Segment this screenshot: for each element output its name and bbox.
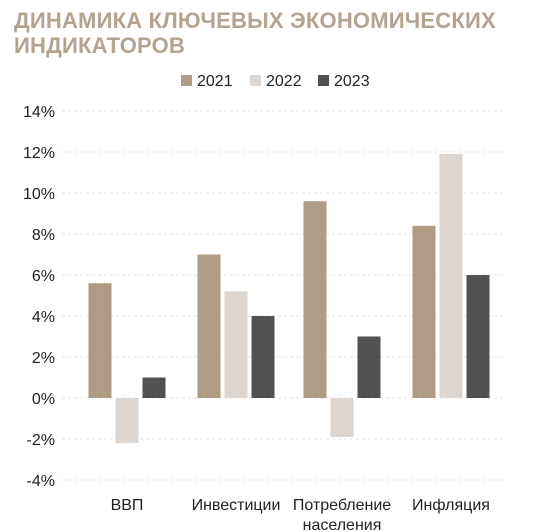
legend-item-2023: 2023: [318, 73, 370, 90]
y-axis-labels: -4% -2% 0% 2% 4% 6% 8% 10% 12% 14%: [23, 104, 55, 490]
bar-2023: [466, 275, 490, 398]
y-tick-label: -2%: [27, 432, 55, 449]
legend-swatch: [318, 75, 329, 86]
legend-label: 2023: [334, 73, 370, 90]
bar-2022: [330, 398, 354, 437]
y-tick-label: 10%: [23, 186, 55, 203]
y-tick-label: 6%: [32, 268, 55, 285]
bar-2022: [115, 398, 139, 444]
x-axis-labels: ВВП Инвестиции Потребление населения Инфляци…: [111, 497, 490, 532]
legend-item-2022: 2022: [250, 73, 302, 90]
x-category-label: Потребление населения: [293, 497, 391, 532]
legend-label: 2022: [266, 73, 302, 90]
bars: [88, 154, 490, 444]
legend-item-2021: 2021: [181, 73, 233, 90]
y-tick-label: 14%: [23, 104, 55, 121]
x-category-label: Инвестиции: [192, 497, 281, 514]
bar-2021: [197, 254, 221, 398]
y-tick-label: 2%: [32, 350, 55, 367]
bar-2021: [303, 201, 327, 398]
bar-2022: [224, 291, 248, 398]
bar-2023: [357, 336, 381, 398]
chart-title: ДИНАМИКА КЛЮЧЕВЫХ ЭКОНОМИЧЕСКИХ ИНДИКАТО…: [14, 8, 496, 58]
bar-2023: [251, 316, 275, 398]
y-tick-label: 4%: [32, 309, 55, 326]
bar-2021: [88, 283, 112, 398]
x-category-label: ВВП: [111, 497, 144, 514]
y-tick-label: 0%: [32, 391, 55, 408]
bar-2021: [412, 225, 436, 398]
y-tick-label: -4%: [27, 473, 55, 490]
legend-label: 2021: [197, 73, 233, 90]
bar-2022: [439, 154, 463, 398]
legend-swatch: [181, 75, 192, 86]
y-tick-label: 8%: [32, 227, 55, 244]
x-category-label: Инфляция: [412, 497, 490, 514]
y-tick-label: 12%: [23, 145, 55, 162]
legend: 2021 2022 2023: [181, 73, 370, 90]
legend-swatch: [250, 75, 261, 86]
bar-2023: [142, 377, 166, 398]
